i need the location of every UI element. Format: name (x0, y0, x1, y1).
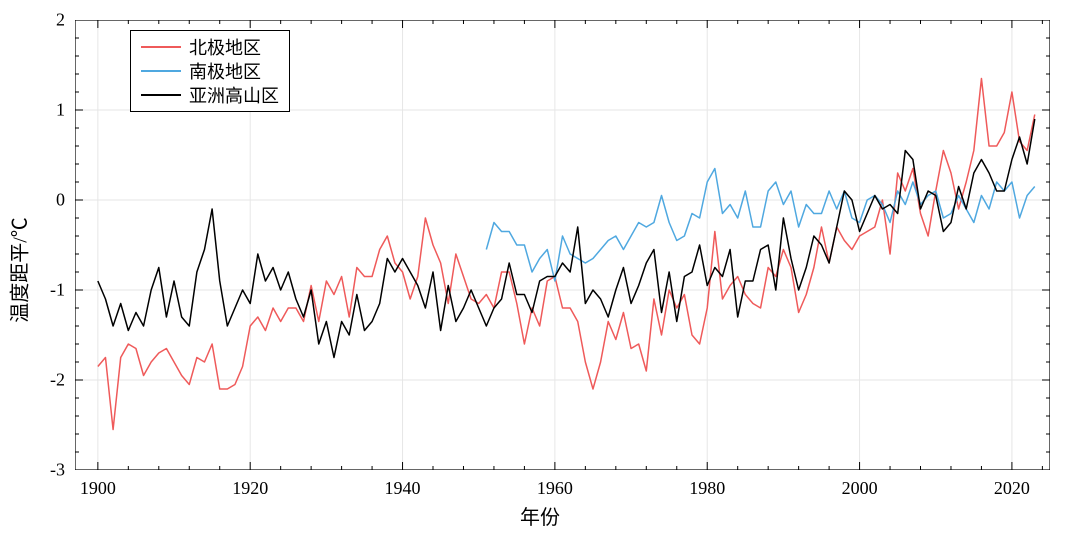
legend-item: 亚洲高山区 (141, 83, 279, 107)
y-tick-label: 1 (56, 100, 65, 121)
legend-label: 北极地区 (189, 34, 261, 60)
x-tick-label: 1940 (385, 478, 421, 499)
chart-container: 温度距平/℃ 年份 北极地区 南极地区 亚洲高山区 1900 1920 1940 19… (0, 0, 1080, 540)
x-tick-label: 1900 (80, 478, 116, 499)
x-tick-label: 1980 (689, 478, 725, 499)
legend: 北极地区 南极地区 亚洲高山区 (130, 30, 290, 112)
x-tick-label: 2020 (994, 478, 1030, 499)
x-tick-label: 1960 (537, 478, 573, 499)
x-tick-label: 1920 (232, 478, 268, 499)
legend-label: 南极地区 (189, 58, 261, 84)
y-tick-label: -3 (50, 460, 65, 481)
legend-swatch-antarctic (141, 70, 181, 72)
y-tick-label: 0 (56, 190, 65, 211)
legend-swatch-arctic (141, 46, 181, 48)
y-tick-label: -2 (50, 370, 65, 391)
y-tick-label: -1 (50, 280, 65, 301)
y-tick-label: 2 (56, 10, 65, 31)
x-axis-label: 年份 (520, 501, 560, 530)
y-axis-label: 温度距平/℃ (4, 217, 33, 323)
legend-swatch-asia (141, 94, 181, 96)
legend-item: 南极地区 (141, 59, 279, 83)
legend-label: 亚洲高山区 (189, 82, 279, 108)
legend-item: 北极地区 (141, 35, 279, 59)
x-tick-label: 2000 (842, 478, 878, 499)
